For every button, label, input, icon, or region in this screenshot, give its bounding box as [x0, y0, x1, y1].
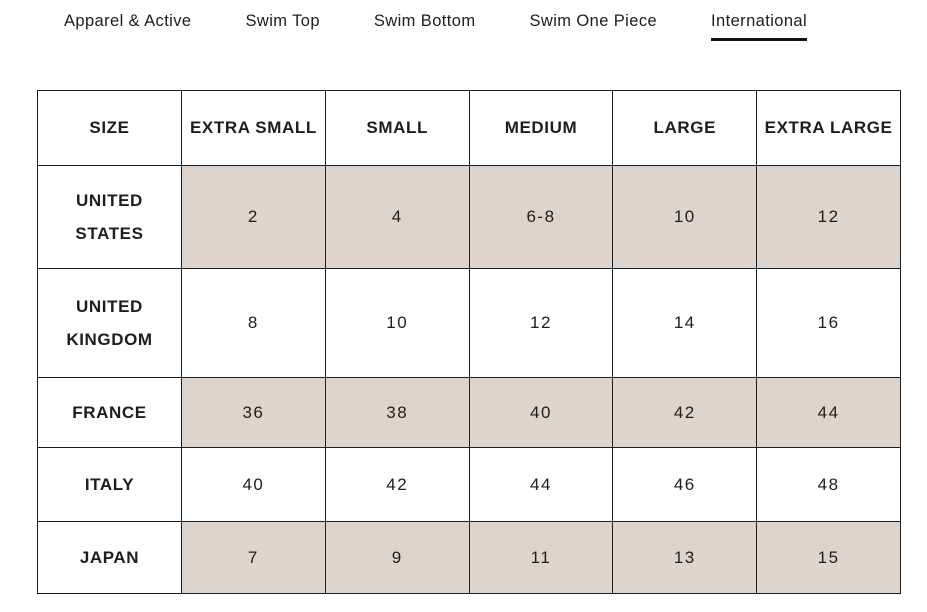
column-header-medium: MEDIUM [468, 90, 614, 166]
size-cell: 15 [756, 521, 901, 594]
size-cell: 46 [612, 447, 758, 522]
size-cell: 6-8 [468, 165, 614, 269]
row-header-italy: ITALY [37, 447, 182, 522]
size-cell: 13 [612, 521, 758, 594]
tab-international[interactable]: International [711, 12, 808, 41]
tab-swim-top[interactable]: Swim Top [245, 12, 320, 30]
size-cell: 11 [468, 521, 614, 594]
size-cell: 40 [468, 377, 614, 448]
size-cell: 10 [324, 268, 470, 378]
table-row-japan: JAPAN 7 9 11 13 15 [37, 521, 901, 594]
international-size-table: SIZE EXTRA SMALL SMALL MEDIUM LARGE EXTR… [37, 90, 901, 594]
size-cell: 12 [756, 165, 901, 269]
tab-apparel-active[interactable]: Apparel & Active [64, 12, 192, 30]
size-cell: 8 [181, 268, 326, 378]
size-cell: 16 [756, 268, 901, 378]
row-header-france: FRANCE [37, 377, 182, 448]
size-cell: 10 [612, 165, 758, 269]
column-header-small: SMALL [324, 90, 470, 166]
tab-swim-one-piece[interactable]: Swim One Piece [529, 12, 658, 30]
size-cell: 44 [756, 377, 901, 448]
header-row: SIZE EXTRA SMALL SMALL MEDIUM LARGE EXTR… [37, 90, 901, 166]
size-cell: 42 [612, 377, 758, 448]
size-cell: 14 [612, 268, 758, 378]
column-header-large: LARGE [612, 90, 758, 166]
size-cell: 7 [181, 521, 326, 594]
column-header-extra-small: EXTRA SMALL [181, 90, 326, 166]
size-cell: 38 [324, 377, 470, 448]
row-header-japan: JAPAN [37, 521, 182, 594]
size-cell: 12 [468, 268, 614, 378]
table-row-france: FRANCE 36 38 40 42 44 [37, 377, 901, 448]
size-cell: 40 [181, 447, 326, 522]
size-cell: 44 [468, 447, 614, 522]
size-chart-tabs: Apparel & Active Swim Top Swim Bottom Sw… [64, 12, 808, 41]
size-cell: 48 [756, 447, 901, 522]
size-cell: 9 [324, 521, 470, 594]
table-row-united-states: UNITED STATES 2 4 6-8 10 12 [37, 165, 901, 269]
table-row-italy: ITALY 40 42 44 46 48 [37, 447, 901, 522]
size-cell: 4 [324, 165, 470, 269]
column-header-extra-large: EXTRA LARGE [756, 90, 901, 166]
size-cell: 2 [181, 165, 326, 269]
column-header-size: SIZE [37, 90, 182, 166]
table-row-united-kingdom: UNITED KINGDOM 8 10 12 14 16 [37, 268, 901, 378]
size-cell: 36 [181, 377, 326, 448]
row-header-united-states: UNITED STATES [37, 165, 182, 269]
tab-swim-bottom[interactable]: Swim Bottom [373, 12, 476, 30]
row-header-united-kingdom: UNITED KINGDOM [37, 268, 182, 378]
size-cell: 42 [324, 447, 470, 522]
